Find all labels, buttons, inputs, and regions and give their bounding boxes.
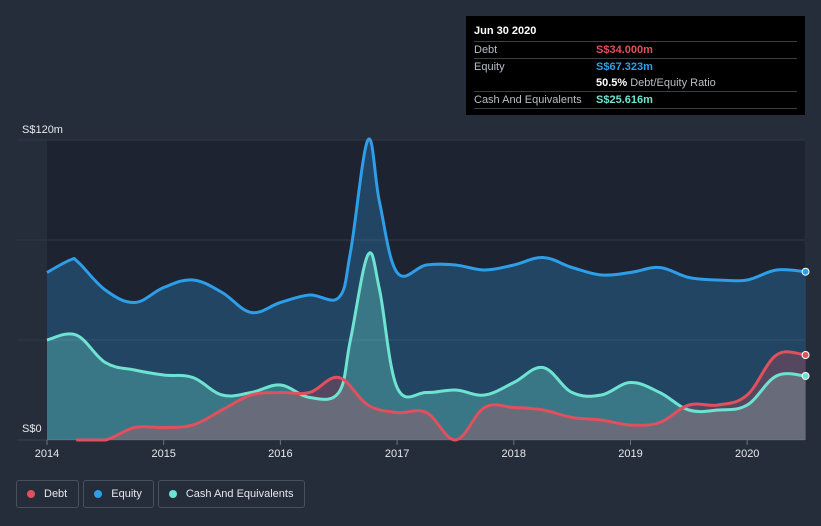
area-equity — [47, 138, 806, 440]
area-cash-and-equivalents — [47, 252, 806, 440]
tooltip-debt-label: Debt — [474, 44, 498, 56]
debt-dot-icon — [27, 490, 35, 498]
tooltip-row-ratio: 50.5% Debt/Equity Ratio — [474, 75, 797, 92]
series-areas — [47, 138, 806, 440]
x-tick-label-2019: 2019 — [618, 448, 642, 460]
tooltip-row-cash: Cash And Equivalents S$25.616m — [474, 92, 797, 109]
legend-item-debt[interactable]: Debt — [16, 480, 80, 508]
x-tick-label-2014: 2014 — [35, 448, 59, 460]
line-equity — [46, 137, 806, 315]
x-tick-label-2015: 2015 — [151, 448, 175, 460]
x-axis-ticks: 2014 2015 2016 2017 2018 2019 2020 — [35, 440, 759, 460]
tooltip-ratio-label: Debt/Equity Ratio — [630, 77, 716, 89]
area-debt — [76, 351, 806, 440]
series-endpoints — [801, 267, 810, 380]
legend-label-cash: Cash And Equivalents — [185, 488, 294, 500]
y-tick-label-top: S$120m — [22, 124, 63, 136]
gridlines — [17, 139, 805, 441]
legend-item-equity[interactable]: Equity — [83, 480, 154, 508]
equity-dot-icon — [94, 490, 103, 498]
chart-legend: Debt Equity Cash And Equivalents — [16, 480, 309, 508]
line-debt — [76, 350, 806, 442]
tooltip-equity-value: S$67.323m — [596, 61, 653, 73]
tooltip-date: Jun 30 2020 — [474, 23, 797, 42]
plot-area-shade — [47, 140, 805, 440]
endpoint-debt — [801, 351, 810, 359]
tooltip-row-debt: Debt S$34.000m — [474, 42, 797, 59]
tooltip-debt-value: S$34.000m — [596, 44, 653, 56]
line-cash-and-equivalents — [46, 251, 806, 414]
tooltip-ratio-value: 50.5% — [596, 77, 628, 89]
tooltip-equity-label: Equity — [474, 61, 505, 73]
legend-item-cash[interactable]: Cash And Equivalents — [157, 480, 306, 508]
tooltip-cash-label: Cash And Equivalents — [474, 94, 582, 106]
data-tooltip: Jun 30 2020 Debt S$34.000m Equity S$67.3… — [466, 16, 805, 115]
x-tick-label-2018: 2018 — [502, 448, 526, 460]
tooltip-ratio-spacer — [474, 75, 596, 91]
endpoint-equity — [801, 267, 810, 276]
x-tick-label-2020: 2020 — [735, 448, 759, 460]
tooltip-row-equity: Equity S$67.323m — [474, 59, 797, 75]
tooltip-cash-value: S$25.616m — [596, 94, 653, 106]
legend-label-equity: Equity — [111, 488, 142, 500]
x-tick-label-2016: 2016 — [268, 448, 292, 460]
y-tick-label-bottom: S$0 — [22, 423, 42, 435]
x-tick-label-2017: 2017 — [385, 448, 409, 460]
legend-label-debt: Debt — [44, 488, 68, 500]
series-lines — [46, 137, 806, 442]
endpoint-cash-and-equivalents — [801, 371, 810, 380]
cash-dot-icon — [168, 490, 177, 498]
